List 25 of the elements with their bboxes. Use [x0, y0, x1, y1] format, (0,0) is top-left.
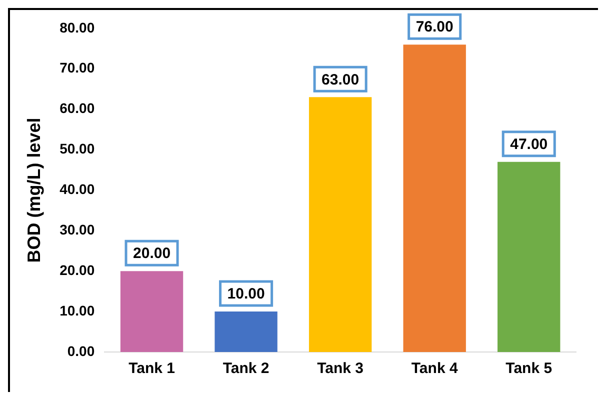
- data-label: 20.00: [132, 245, 171, 262]
- data-label: 10.00: [227, 286, 265, 303]
- y-tick-label: 70.00: [60, 60, 95, 76]
- bar: [498, 162, 560, 352]
- y-tick-label: 10.00: [60, 302, 95, 318]
- bar: [214, 312, 278, 352]
- y-tick-label: 30.00: [60, 222, 95, 238]
- x-tick-label: Tank 5: [506, 360, 552, 378]
- x-tick-label: Tank 3: [317, 360, 364, 378]
- y-tick-label: 0.00: [67, 342, 95, 359]
- bar: [120, 271, 184, 352]
- y-tick-label: 50.00: [60, 140, 95, 157]
- data-label: 76.00: [416, 18, 454, 36]
- x-tick-label: Tank 1: [128, 360, 175, 378]
- y-tick-label: 80.00: [60, 19, 95, 36]
- x-tick-label: Tank 2: [222, 360, 270, 378]
- x-tick-label: Tank 4: [411, 360, 458, 378]
- data-label: 47.00: [510, 136, 548, 154]
- data-label: 63.00: [322, 71, 360, 88]
- y-axis-title: BOD (mg/L) level: [24, 118, 44, 263]
- y-tick-label: 60.00: [60, 100, 95, 116]
- y-tick-label: 20.00: [60, 262, 95, 278]
- bar: [403, 44, 466, 352]
- y-tick-label: 40.00: [60, 181, 95, 198]
- bar: [308, 97, 372, 352]
